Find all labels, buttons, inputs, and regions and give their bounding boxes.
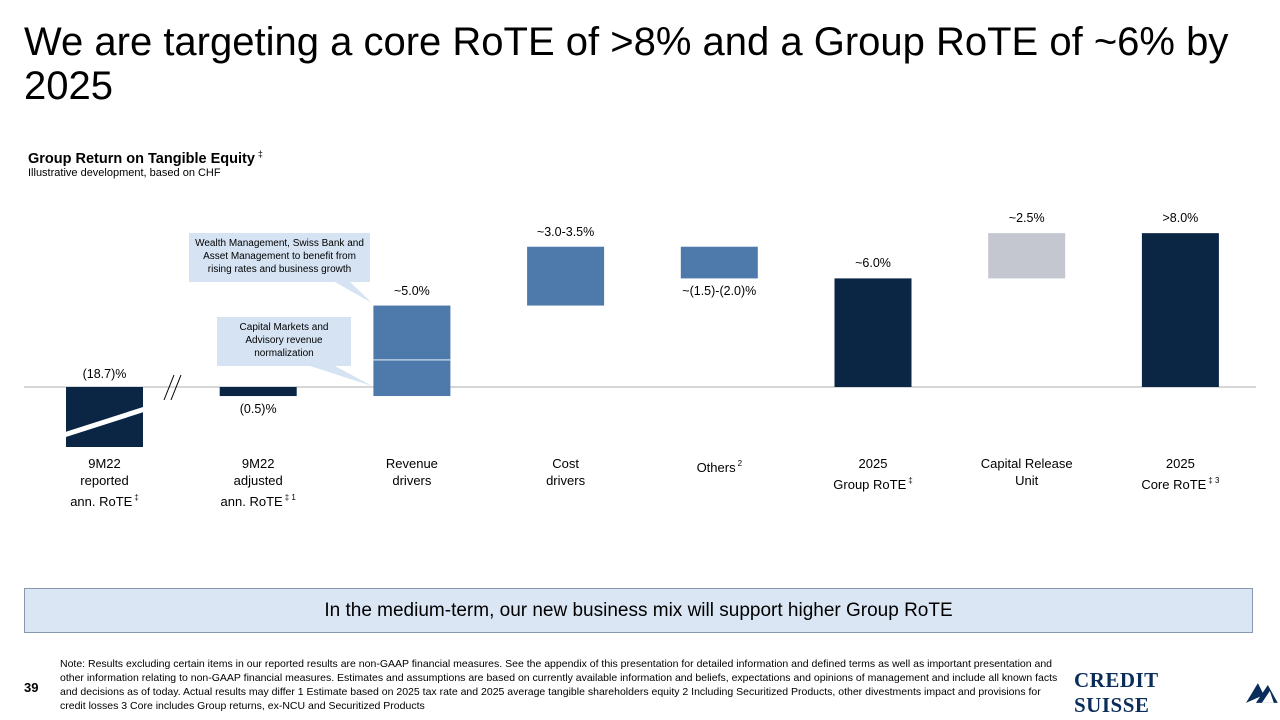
break-mark-2 [170, 374, 182, 401]
chart-title: Group Return on Tangible Equity ‡ [28, 149, 263, 167]
waterfall-chart [24, 233, 1256, 447]
chart-subtitle: Illustrative development, based on CHF [28, 167, 221, 179]
bar-5 [680, 246, 758, 279]
category-label-1: 9M22 reported ann. RoTE ‡ [70, 456, 139, 509]
page-number: 39 [24, 680, 39, 695]
category-label-8: 2025 Core RoTE ‡ 3 [1141, 456, 1220, 492]
break-mark-1 [163, 374, 175, 401]
callout-capital-markets: Capital Markets and Advisory revenue nor… [217, 317, 351, 366]
category-label-4: Cost drivers [546, 456, 586, 488]
bar-2 [219, 387, 297, 397]
bar-8 [1141, 233, 1219, 387]
data-label-5: ~(1.5)-(2.0)% [682, 284, 757, 299]
data-label-4: ~3.0-3.5% [536, 224, 595, 239]
bar-6 [834, 278, 912, 387]
callout-pointer-2 [310, 366, 372, 386]
category-label-3: Revenue drivers [385, 456, 438, 488]
data-label-1: (18.7)% [82, 367, 127, 381]
callout-wealth-management: Wealth Management, Swiss Bank and Asset … [189, 233, 370, 282]
bar-3 [373, 305, 451, 397]
category-label-5: Others 2 [696, 459, 743, 475]
logo-text: CREDIT SUISSE [1074, 668, 1159, 717]
data-label-8: >8.0% [1162, 211, 1199, 226]
axis-break-slash [63, 406, 146, 438]
bar-7 [988, 233, 1066, 279]
data-label-2: (0.5)% [239, 402, 277, 417]
data-label-7: ~2.5% [1008, 211, 1045, 226]
bar-4 [527, 246, 605, 306]
category-label-2: 9M22 adjusted ann. RoTE ‡ 1 [220, 456, 296, 509]
callout-pointer-1 [335, 282, 372, 303]
data-label-6: ~6.0% [855, 256, 891, 271]
credit-suisse-logo: CREDIT SUISSE [1074, 668, 1280, 718]
category-label-6: 2025 Group RoTE ‡ [833, 456, 913, 492]
sails-icon [1246, 683, 1279, 703]
bar-1 [66, 387, 143, 447]
category-label-7: Capital Release Unit [980, 456, 1073, 488]
page-title: We are targeting a core RoTE of >8% and … [24, 20, 1229, 108]
data-label-3: ~5.0% [393, 283, 430, 298]
key-message-banner: In the medium-term, our new business mix… [24, 588, 1253, 633]
footnote: Note: Results excluding certain items in… [60, 658, 1058, 712]
subtitle-footnote-marker: ‡ [257, 149, 263, 159]
